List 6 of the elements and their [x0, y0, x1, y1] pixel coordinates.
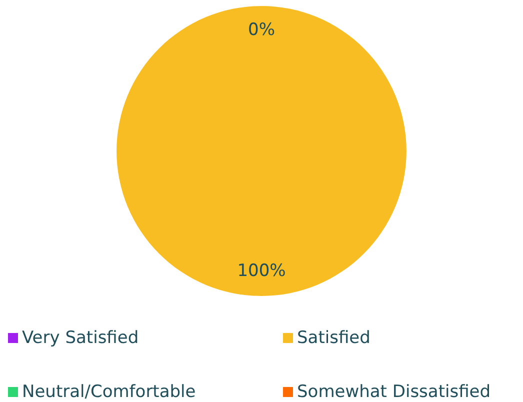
data-label: 100% — [237, 260, 286, 281]
legend-label: Satisfied — [297, 328, 370, 348]
text: 0% — [248, 20, 275, 40]
legend-label: Somewhat Dissatisfied — [297, 382, 491, 402]
legend-label: Neutral/Comfortable — [22, 382, 196, 402]
legend-label: Very Satisfied — [22, 328, 139, 348]
